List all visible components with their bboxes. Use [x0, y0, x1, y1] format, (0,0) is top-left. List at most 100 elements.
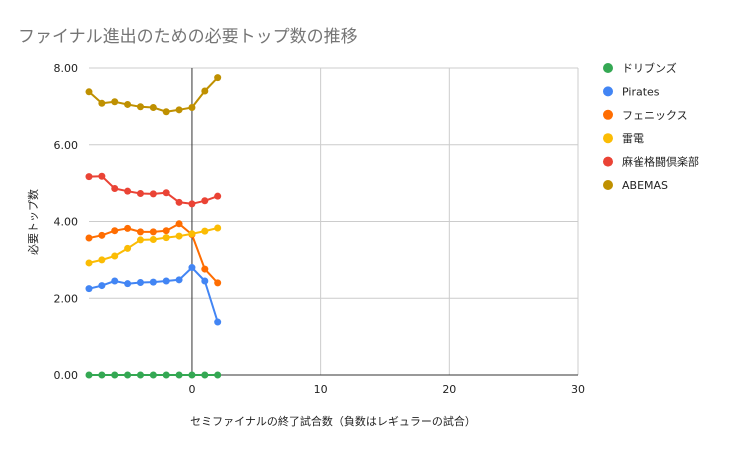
data-point: [98, 256, 106, 264]
data-point: [85, 371, 93, 379]
series-line: [88, 266, 219, 323]
grid: [89, 67, 579, 375]
data-point: [111, 184, 119, 192]
x-tick-label: 20: [442, 383, 456, 396]
series-1: [85, 264, 222, 326]
legend-label: フェニックス: [622, 109, 688, 122]
data-point: [136, 371, 144, 379]
legend-marker: [603, 180, 613, 190]
series-3: [85, 224, 222, 267]
data-point: [214, 371, 222, 379]
series-line: [88, 175, 219, 205]
data-point: [85, 234, 93, 242]
legend-item: ABEMAS: [603, 179, 668, 192]
data-point: [136, 189, 144, 197]
legend-item: Pirates: [603, 85, 660, 98]
data-point: [149, 104, 157, 112]
data-point: [188, 104, 196, 112]
legend-item: ドリブンズ: [603, 61, 677, 75]
data-point: [162, 227, 170, 235]
data-point: [201, 277, 209, 285]
data-point: [201, 87, 209, 95]
data-point: [136, 236, 144, 244]
legend-item: 麻雀格闘倶楽部: [603, 155, 699, 169]
data-point: [111, 227, 119, 235]
data-point: [149, 236, 157, 244]
data-point: [149, 371, 157, 379]
data-point: [124, 280, 132, 288]
data-point: [98, 282, 106, 290]
legend-marker: [603, 63, 613, 73]
data-point: [175, 106, 183, 114]
data-point: [214, 318, 222, 326]
series-5: [85, 74, 222, 116]
data-point: [214, 74, 222, 82]
data-point: [162, 371, 170, 379]
data-point: [124, 371, 132, 379]
legend-label: 雷電: [622, 132, 644, 145]
legend-label: ドリブンズ: [622, 61, 677, 75]
data-point: [188, 264, 196, 272]
data-point: [175, 198, 183, 206]
data-point: [124, 100, 132, 108]
y-tick-label: 6.00: [54, 139, 79, 152]
data-point: [214, 224, 222, 232]
legend-label: 麻雀格闘倶楽部: [622, 155, 699, 169]
chart-title: ファイナル進出のための必要トップ数の推移: [18, 27, 358, 47]
data-point: [188, 200, 196, 208]
data-point: [162, 108, 170, 116]
legend-marker: [603, 133, 613, 144]
data-point: [85, 285, 93, 293]
series-4: [85, 172, 222, 208]
y-tick-label: 8.00: [54, 62, 79, 75]
data-point: [124, 224, 132, 232]
data-point: [175, 371, 183, 379]
data-point: [85, 259, 93, 267]
data-point: [162, 189, 170, 197]
data-point: [201, 265, 209, 273]
data-point: [98, 231, 106, 239]
data-point: [136, 279, 144, 287]
data-point: [98, 99, 106, 107]
data-point: [188, 230, 196, 238]
data-point: [201, 371, 209, 379]
data-point: [111, 98, 119, 106]
x-axis-label: セミファイナルの終了試合数（負数はレギュラーの試合）: [190, 414, 476, 428]
data-point: [111, 371, 119, 379]
data-point: [175, 220, 183, 228]
y-tick-label: 2.00: [54, 292, 79, 305]
data-point: [124, 244, 132, 252]
x-tick-label: 10: [314, 383, 328, 396]
data-point: [149, 278, 157, 286]
data-point: [85, 88, 93, 96]
legend-marker: [603, 86, 613, 97]
legend-item: フェニックス: [603, 109, 688, 122]
data-point: [85, 173, 93, 181]
data-point: [111, 252, 119, 260]
data-point: [175, 276, 183, 284]
y-tick-label: 4.00: [54, 216, 79, 229]
x-tick-label: 30: [571, 383, 585, 396]
data-point: [111, 277, 119, 285]
data-point: [214, 192, 222, 200]
data-point: [149, 190, 157, 198]
data-point: [162, 277, 170, 285]
data-point: [201, 227, 209, 235]
legend-label: ABEMAS: [622, 179, 668, 192]
legend-marker: [603, 109, 613, 120]
data-point: [98, 172, 106, 180]
series-0: [85, 371, 222, 379]
legend-label: Pirates: [622, 85, 660, 98]
series-group: [85, 74, 222, 379]
legend-item: 雷電: [603, 132, 644, 145]
data-point: [175, 232, 183, 240]
data-point: [201, 197, 209, 205]
data-point: [162, 234, 170, 242]
y-tick-label: 0.00: [54, 369, 79, 382]
x-tick-label: 0: [188, 383, 195, 396]
data-point: [188, 371, 196, 379]
data-point: [136, 103, 144, 111]
